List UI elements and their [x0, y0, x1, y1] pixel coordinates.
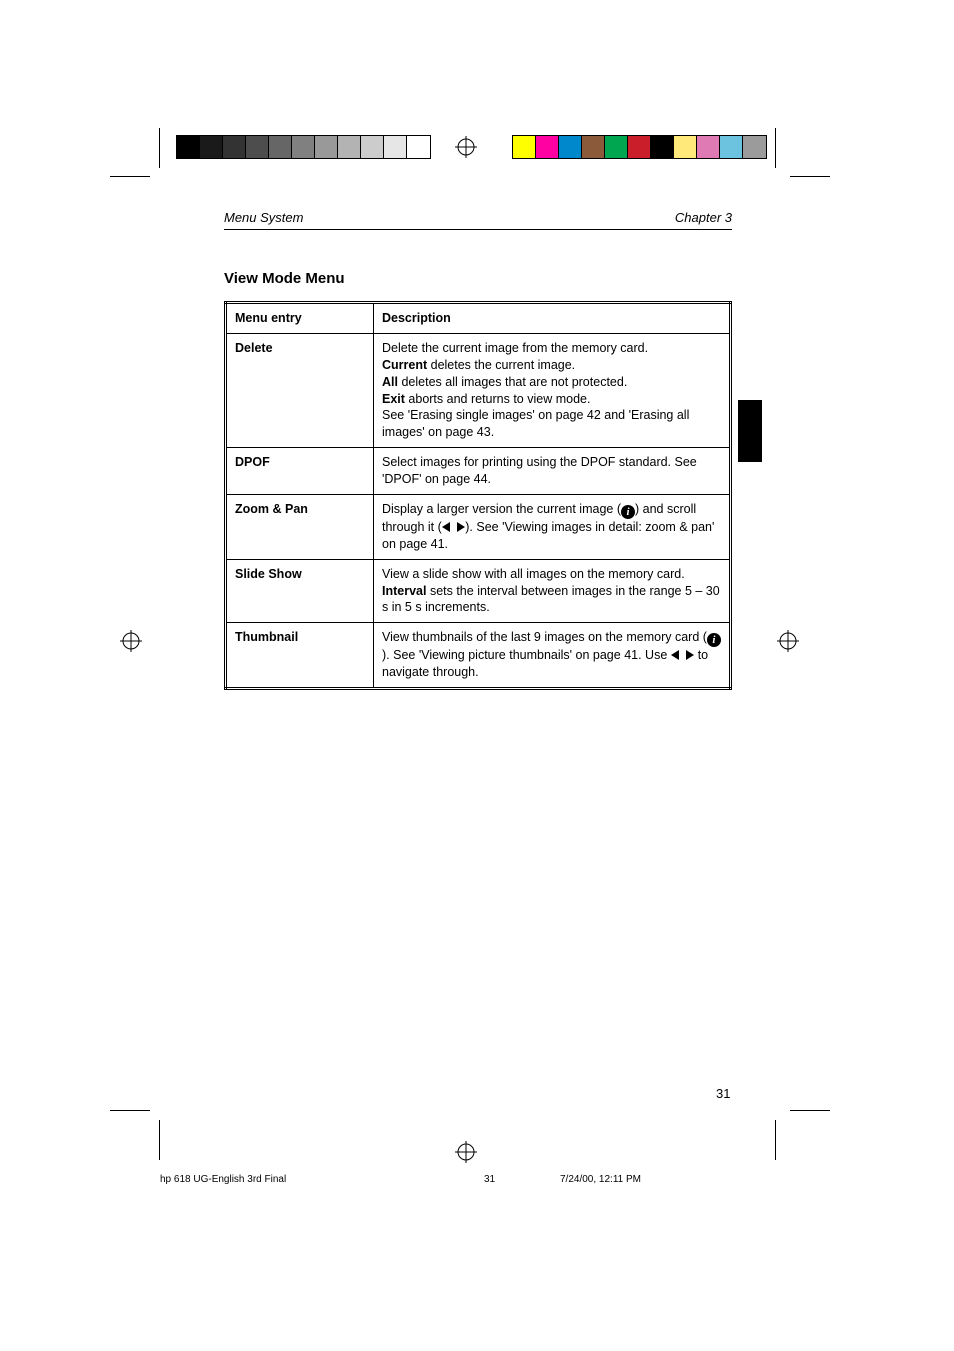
- calibration-swatch: [292, 136, 315, 158]
- footer-filename: hp 618 UG-English 3rd Final: [160, 1174, 286, 1185]
- calibration-swatch: [177, 136, 200, 158]
- page-content: Menu System Chapter 3 View Mode Menu Men…: [224, 210, 732, 690]
- crop-mark: [775, 1120, 776, 1160]
- running-head-left: Menu System: [224, 210, 303, 225]
- menu-entry-label: Zoom & Pan: [226, 494, 374, 559]
- menu-entry-label: Delete: [226, 333, 374, 447]
- calibration-swatch: [407, 136, 430, 158]
- calibration-swatch: [720, 136, 743, 158]
- calibration-swatch: [559, 136, 582, 158]
- table-header-description: Description: [374, 303, 731, 334]
- crop-mark: [110, 1110, 150, 1111]
- table-row: Zoom & PanDisplay a larger version the c…: [226, 494, 731, 559]
- table-header-menu-entry: Menu entry: [226, 303, 374, 334]
- crop-mark: [159, 128, 160, 168]
- footer-timestamp: 7/24/00, 12:11 PM: [560, 1174, 641, 1185]
- menu-entry-description: Delete the current image from the memory…: [374, 333, 731, 447]
- crop-mark: [775, 128, 776, 168]
- menu-entry-label: Thumbnail: [226, 623, 374, 689]
- registration-mark: [455, 1141, 477, 1163]
- table-row: DPOFSelect images for printing using the…: [226, 448, 731, 495]
- calibration-swatch: [651, 136, 674, 158]
- grayscale-calibration-bar: [176, 135, 431, 159]
- view-mode-menu-table: Menu entry Description DeleteDelete the …: [224, 301, 732, 690]
- calibration-swatch: [697, 136, 720, 158]
- menu-entry-description: View thumbnails of the last 9 images on …: [374, 623, 731, 689]
- page-number: 31: [716, 1086, 730, 1101]
- crop-mark: [790, 1110, 830, 1111]
- table-row: DeleteDelete the current image from the …: [226, 333, 731, 447]
- calibration-swatch: [582, 136, 605, 158]
- footer-page-meta: 31: [484, 1174, 495, 1185]
- section-title: View Mode Menu: [224, 270, 732, 287]
- registration-mark: [777, 630, 799, 652]
- calibration-swatch: [200, 136, 223, 158]
- menu-entry-label: DPOF: [226, 448, 374, 495]
- menu-entry-description: Select images for printing using the DPO…: [374, 448, 731, 495]
- calibration-swatch: [536, 136, 559, 158]
- crop-mark: [110, 176, 150, 177]
- chapter-thumb-tab: [738, 400, 762, 462]
- calibration-swatch: [605, 136, 628, 158]
- crop-mark: [159, 1120, 160, 1160]
- running-head: Menu System Chapter 3: [224, 210, 732, 225]
- running-head-right: Chapter 3: [675, 210, 732, 225]
- color-calibration-bar: [512, 135, 767, 159]
- calibration-swatch: [315, 136, 338, 158]
- header-rule: [224, 229, 732, 230]
- crop-mark: [790, 176, 830, 177]
- calibration-swatch: [628, 136, 651, 158]
- calibration-swatch: [223, 136, 246, 158]
- calibration-swatch: [246, 136, 269, 158]
- calibration-swatch: [674, 136, 697, 158]
- calibration-swatch: [361, 136, 384, 158]
- menu-entry-label: Slide Show: [226, 559, 374, 623]
- calibration-swatch: [384, 136, 407, 158]
- menu-entry-description: Display a larger version the current ima…: [374, 494, 731, 559]
- table-row: ThumbnailView thumbnails of the last 9 i…: [226, 623, 731, 689]
- calibration-swatch: [269, 136, 292, 158]
- registration-mark: [120, 630, 142, 652]
- registration-mark: [455, 136, 477, 158]
- calibration-swatch: [513, 136, 536, 158]
- table-row: Slide ShowView a slide show with all ima…: [226, 559, 731, 623]
- menu-entry-description: View a slide show with all images on the…: [374, 559, 731, 623]
- calibration-swatch: [743, 136, 766, 158]
- calibration-swatch: [338, 136, 361, 158]
